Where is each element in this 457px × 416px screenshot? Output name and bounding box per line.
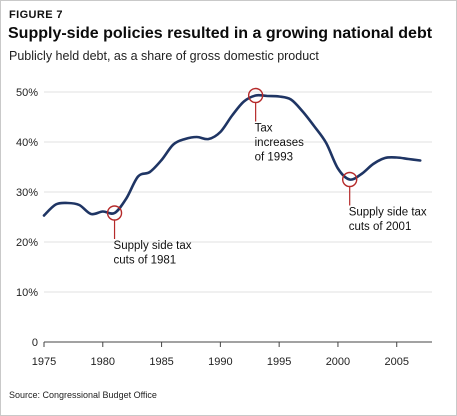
annotation-label: of 1993 bbox=[255, 152, 293, 164]
chart-subtitle: Publicly held debt, as a share of gross … bbox=[9, 49, 319, 63]
debt-series-line bbox=[42, 93, 422, 217]
y-tick-label: 10% bbox=[16, 287, 38, 299]
x-tick-label: 1990 bbox=[208, 356, 232, 368]
source-note: Source: Congressional Budget Office bbox=[9, 390, 157, 400]
y-tick-label: 40% bbox=[16, 137, 38, 149]
series-layer bbox=[42, 93, 422, 217]
annotations-layer: Supply side tax cuts of 1981 Tax increases o… bbox=[106, 87, 427, 267]
x-tick-label: 2000 bbox=[326, 356, 350, 368]
annotation-label: Supply side tax bbox=[114, 240, 192, 252]
annotation-marker bbox=[247, 87, 264, 104]
x-tick-label: 2005 bbox=[384, 356, 408, 368]
figure-label: FIGURE 7 bbox=[9, 9, 63, 21]
chart-title: Supply-side policies resulted in a growi… bbox=[8, 25, 433, 42]
annotation-label: cuts of 2001 bbox=[349, 221, 412, 233]
y-tick-label: 0 bbox=[32, 337, 38, 349]
x-axis-ticks: 1975 1980 1985 1990 1995 2000 2005 bbox=[32, 342, 409, 368]
x-tick-label: 1985 bbox=[149, 356, 173, 368]
y-tick-label: 20% bbox=[16, 237, 38, 249]
annotation-label: cuts of 1981 bbox=[114, 255, 177, 267]
y-tick-label: 30% bbox=[16, 187, 38, 199]
y-axis-ticks: 0 10% 20% 30% 40% 50% bbox=[16, 87, 38, 349]
x-tick-label: 1995 bbox=[267, 356, 291, 368]
annotation-label: increases bbox=[255, 137, 304, 149]
y-tick-label: 50% bbox=[16, 87, 38, 99]
annotation-label: Supply side tax bbox=[349, 207, 427, 219]
grid-lines bbox=[44, 91, 432, 343]
annotation-marker bbox=[106, 205, 123, 221]
x-tick-label: 1975 bbox=[32, 356, 56, 368]
annotation-marker bbox=[341, 171, 358, 188]
annotation-label: Tax bbox=[255, 123, 273, 135]
x-tick-label: 1980 bbox=[91, 356, 115, 368]
